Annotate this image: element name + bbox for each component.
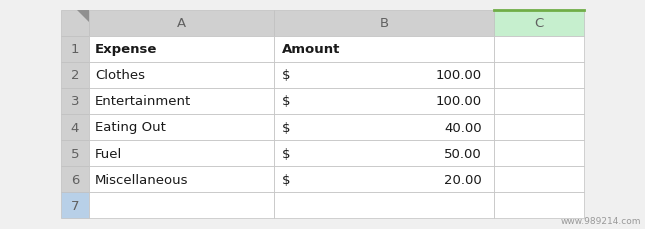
Text: A: A — [177, 17, 186, 30]
Bar — [61, 11, 89, 37]
Bar — [61, 63, 89, 89]
Bar — [61, 192, 89, 218]
Bar — [89, 140, 274, 166]
Bar — [61, 140, 89, 166]
Text: Fuel: Fuel — [95, 147, 123, 160]
Text: $: $ — [282, 95, 290, 108]
Bar — [494, 11, 584, 37]
Bar — [274, 11, 494, 37]
Text: 2: 2 — [71, 69, 79, 82]
Text: 1: 1 — [71, 43, 79, 56]
Bar — [89, 37, 274, 63]
Text: 100.00: 100.00 — [436, 69, 482, 82]
Text: 40.00: 40.00 — [444, 121, 482, 134]
Text: Expense: Expense — [95, 43, 157, 56]
Text: 7: 7 — [71, 199, 79, 212]
Text: B: B — [379, 17, 388, 30]
Bar — [89, 89, 274, 114]
Bar — [274, 192, 494, 218]
Text: 6: 6 — [71, 173, 79, 186]
Bar — [89, 11, 274, 37]
Bar — [494, 192, 584, 218]
Text: Clothes: Clothes — [95, 69, 145, 82]
Polygon shape — [77, 11, 89, 23]
Bar — [274, 114, 494, 140]
Bar — [494, 63, 584, 89]
Text: $: $ — [282, 147, 290, 160]
Text: www.989214.com: www.989214.com — [561, 216, 641, 225]
Text: 3: 3 — [71, 95, 79, 108]
Bar — [494, 114, 584, 140]
Bar — [89, 192, 274, 218]
Text: 50.00: 50.00 — [444, 147, 482, 160]
Text: Miscellaneous: Miscellaneous — [95, 173, 188, 186]
Bar — [61, 114, 89, 140]
Text: Entertainment: Entertainment — [95, 95, 192, 108]
Bar — [274, 140, 494, 166]
Text: $: $ — [282, 173, 290, 186]
Bar — [61, 37, 89, 63]
Bar — [89, 114, 274, 140]
Bar — [61, 89, 89, 114]
Bar — [274, 37, 494, 63]
Text: Eating Out: Eating Out — [95, 121, 166, 134]
Text: Amount: Amount — [282, 43, 341, 56]
Bar — [494, 166, 584, 192]
Bar — [494, 140, 584, 166]
Text: C: C — [534, 17, 544, 30]
Bar — [274, 89, 494, 114]
Text: 5: 5 — [71, 147, 79, 160]
Bar — [494, 37, 584, 63]
Text: 100.00: 100.00 — [436, 95, 482, 108]
Bar — [89, 63, 274, 89]
Bar — [494, 89, 584, 114]
Bar — [61, 166, 89, 192]
Text: 20.00: 20.00 — [444, 173, 482, 186]
Text: $: $ — [282, 69, 290, 82]
Text: $: $ — [282, 121, 290, 134]
Bar — [89, 166, 274, 192]
Text: 4: 4 — [71, 121, 79, 134]
Bar — [274, 166, 494, 192]
Bar — [274, 63, 494, 89]
